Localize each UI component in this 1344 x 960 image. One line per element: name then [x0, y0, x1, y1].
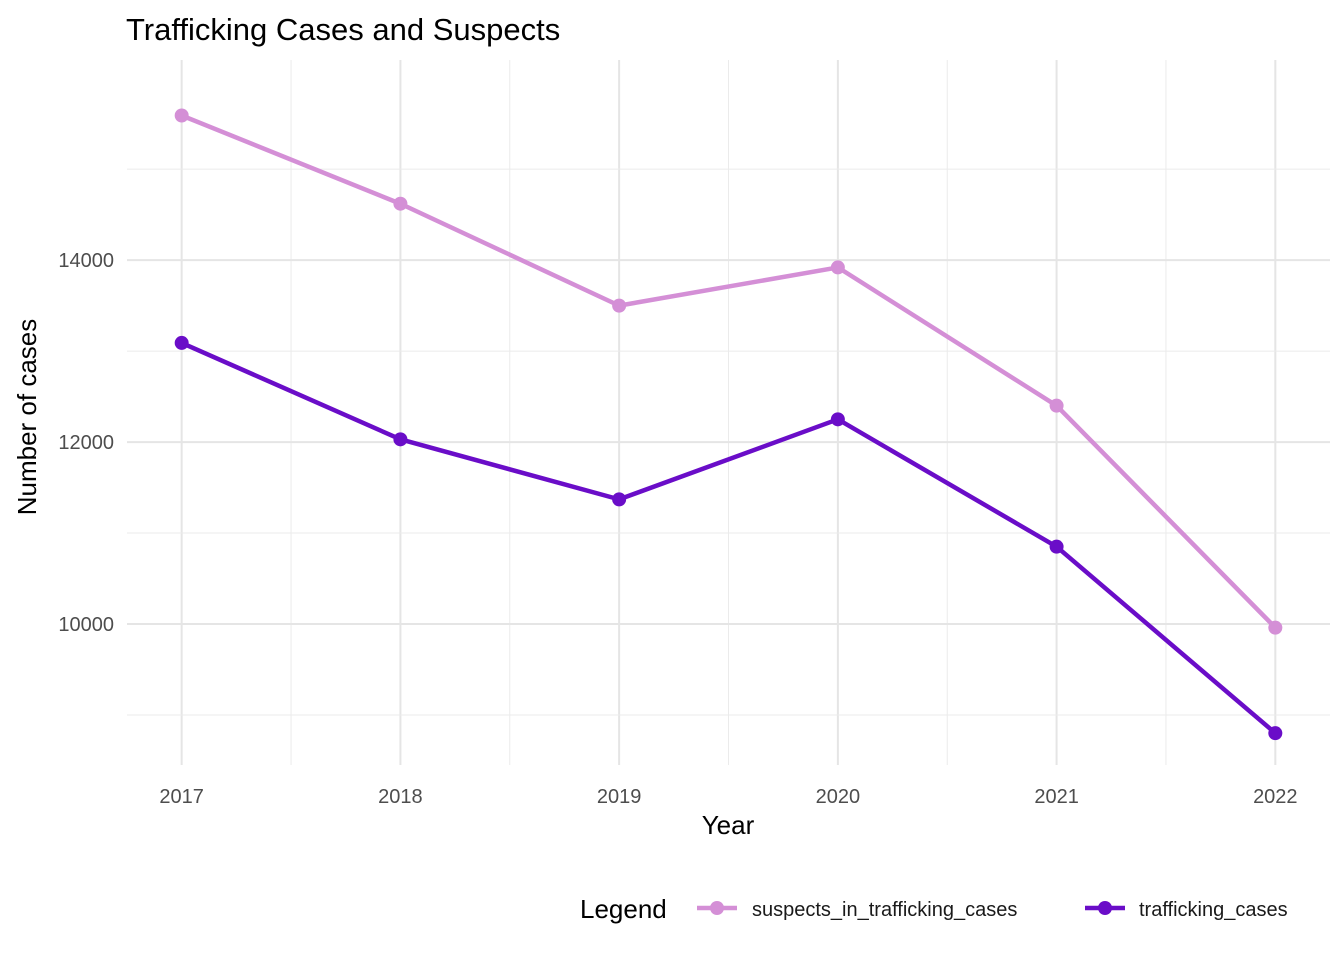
- x-tick-label: 2021: [1034, 786, 1079, 808]
- data-point: [612, 298, 627, 313]
- data-point: [1268, 726, 1283, 741]
- grid: [127, 60, 1330, 765]
- legend-label: trafficking_cases: [1139, 899, 1288, 921]
- data-point: [393, 196, 408, 211]
- y-tick-label: 10000: [58, 614, 114, 636]
- data-point: [612, 492, 627, 507]
- y-tick-label: 12000: [58, 432, 114, 454]
- legend-item-suspects_in_trafficking_cases: suspects_in_trafficking_cases: [697, 899, 1017, 921]
- series-suspects_in_trafficking_cases: [174, 108, 1283, 635]
- x-tick-label: 2019: [597, 786, 642, 808]
- series-trafficking_cases: [174, 335, 1283, 741]
- y-axis-ticks: 10000 12000 14000: [58, 250, 114, 636]
- legend-key-point: [1098, 901, 1112, 915]
- data-point: [830, 412, 845, 427]
- legend-label: suspects_in_trafficking_cases: [752, 899, 1017, 921]
- legend: Legend suspects_in_trafficking_cases traf…: [580, 894, 1288, 924]
- series-line: [180, 340, 1277, 735]
- x-tick-label: 2022: [1253, 786, 1298, 808]
- data-point: [1268, 620, 1283, 635]
- legend-title: Legend: [580, 894, 667, 924]
- y-tick-label: 14000: [58, 250, 114, 272]
- data-point: [393, 432, 408, 447]
- x-tick-label: 2017: [159, 786, 204, 808]
- legend-key-point: [710, 901, 724, 915]
- data-point: [174, 108, 189, 123]
- data-point: [830, 260, 845, 275]
- legend-item-trafficking_cases: trafficking_cases: [1085, 899, 1288, 921]
- series-line: [180, 113, 1277, 630]
- data-point: [174, 335, 189, 350]
- x-tick-label: 2020: [816, 786, 861, 808]
- x-axis-title: Year: [702, 810, 755, 840]
- y-axis-title: Number of cases: [12, 319, 42, 516]
- series-layer: [174, 108, 1283, 741]
- x-axis-ticks: 2017 2018 2019 2020 2021 2022: [159, 786, 1297, 808]
- data-point: [1049, 398, 1064, 413]
- chart-title: Trafficking Cases and Suspects: [126, 12, 560, 47]
- data-point: [1049, 539, 1064, 554]
- x-tick-label: 2018: [378, 786, 423, 808]
